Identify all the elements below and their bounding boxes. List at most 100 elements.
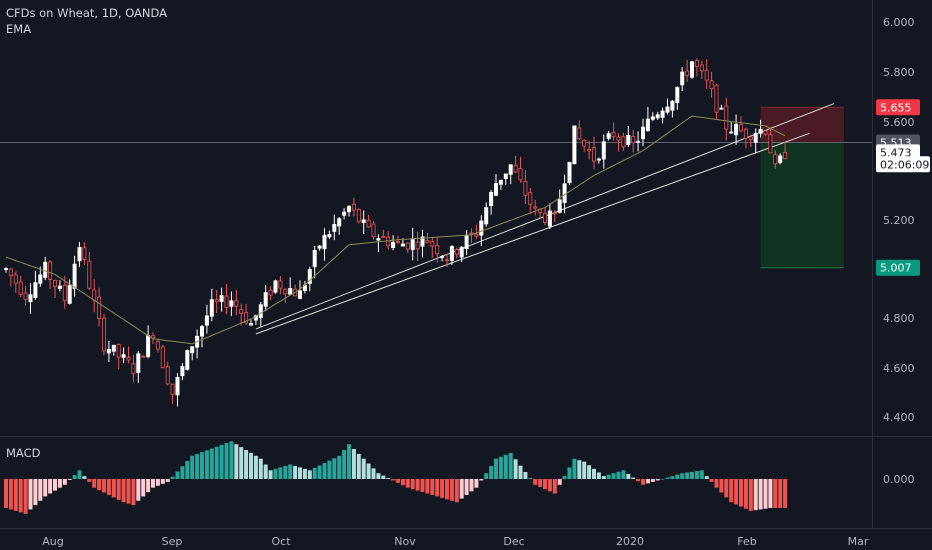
macd-bar <box>396 479 400 483</box>
price-tick-label: 5.800 <box>883 66 915 79</box>
macd-bar <box>606 474 611 479</box>
macd-bar <box>484 473 489 479</box>
time-tick-label: Feb <box>737 535 756 548</box>
candle <box>714 84 719 113</box>
price-label-box <box>876 156 930 173</box>
candle <box>503 173 508 179</box>
macd-bar <box>704 476 709 479</box>
candle <box>498 179 503 185</box>
candle <box>645 118 650 131</box>
candle <box>459 246 464 258</box>
candle <box>317 245 322 249</box>
macd-bar <box>650 479 655 482</box>
macd-bar <box>391 479 396 481</box>
macd-bar <box>307 470 312 479</box>
macd-bar <box>376 473 381 479</box>
macd-bar <box>567 467 572 479</box>
candle <box>685 70 690 76</box>
candle <box>33 282 38 298</box>
macd-bar <box>263 464 268 479</box>
macd-bar <box>92 479 97 488</box>
macd-bar <box>641 479 645 485</box>
candle <box>361 219 366 223</box>
price-tick-label: 4.800 <box>883 312 915 325</box>
candle <box>72 263 77 289</box>
macd-bar <box>685 472 690 479</box>
macd-bar <box>543 479 547 490</box>
candle <box>307 269 312 284</box>
macd-bar <box>430 479 435 495</box>
macd-bar <box>356 453 361 479</box>
candle <box>111 344 116 352</box>
macd-bar <box>116 479 121 500</box>
macd-bar <box>322 463 327 479</box>
macd-bar <box>126 479 131 504</box>
candle <box>650 116 655 120</box>
candle <box>493 183 498 196</box>
candle <box>356 208 361 223</box>
candle <box>258 304 263 319</box>
macd-bar <box>18 479 23 513</box>
candle <box>199 325 204 337</box>
candle <box>150 335 155 339</box>
macd-bar <box>155 479 160 486</box>
macd-bar <box>616 471 621 479</box>
macd-bar <box>518 465 523 479</box>
macd-bar <box>601 476 606 479</box>
price-tick-label: 5.600 <box>883 116 915 129</box>
candle <box>704 69 709 81</box>
macd-zero-tick: 0.000 <box>883 473 915 486</box>
candle <box>239 309 244 314</box>
candle <box>57 285 62 289</box>
macd-bar <box>533 479 538 485</box>
macd-bar <box>141 479 146 497</box>
macd-bar <box>151 479 155 488</box>
candle <box>547 210 552 227</box>
macd-bar <box>342 450 347 479</box>
candle <box>67 284 72 304</box>
macd-bar <box>57 479 62 488</box>
macd-bar <box>631 477 636 479</box>
take-profit-zone[interactable] <box>760 142 844 268</box>
stop-loss-zone[interactable] <box>760 107 844 143</box>
macd-bar <box>38 479 43 501</box>
macd-bar <box>538 479 543 487</box>
macd-bar <box>386 478 391 479</box>
candle <box>587 149 592 152</box>
candle <box>474 233 479 237</box>
candle <box>376 238 381 241</box>
macd-bar <box>77 470 82 479</box>
macd-bar <box>13 479 18 511</box>
candle <box>675 86 680 103</box>
time-tick-label: 2020 <box>616 535 644 548</box>
trendline-2[interactable] <box>255 132 810 335</box>
macd-bar <box>729 479 734 503</box>
macd-bar <box>185 461 190 479</box>
candle <box>400 243 405 247</box>
candle <box>739 124 744 132</box>
macd-bar <box>106 479 111 495</box>
candle <box>381 235 386 238</box>
macd-bar <box>592 468 596 479</box>
candle <box>224 295 229 308</box>
macd-bar <box>244 450 249 479</box>
candle <box>616 136 621 141</box>
macd-bar <box>459 479 464 499</box>
macd-bar <box>82 476 87 479</box>
candle <box>513 164 518 173</box>
candle <box>106 349 111 354</box>
macd-bar <box>361 458 366 479</box>
macd-bar <box>258 458 263 479</box>
macd-bar <box>219 444 224 479</box>
macd-bar <box>302 468 307 479</box>
macd-bar <box>645 479 650 484</box>
candle <box>273 280 278 293</box>
candle <box>131 363 136 375</box>
macd-bar <box>67 479 72 480</box>
candle <box>248 323 253 326</box>
candle <box>709 80 714 90</box>
candle <box>155 340 160 350</box>
candle <box>23 292 28 300</box>
